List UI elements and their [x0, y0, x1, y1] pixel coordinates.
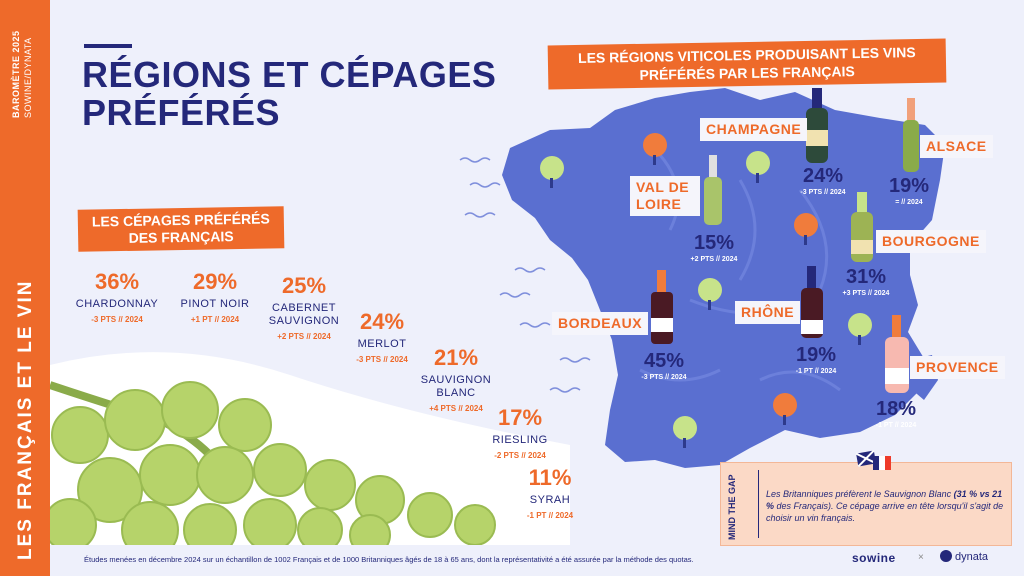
region-stat-bordeaux: 45% -3 PTS // 2024 [628, 350, 700, 381]
variety-pct: 21% [433, 345, 479, 370]
region-label-provence: PROVENCE [910, 356, 1005, 379]
loire-bottle-icon [704, 155, 722, 225]
mind-the-gap-text: Les Britanniques préfèrent le Sauvignon … [766, 488, 1006, 524]
champagne-bottle-icon [806, 88, 828, 163]
variety-name: MERLOT [357, 338, 407, 350]
france-shape [502, 88, 945, 468]
barometer-label: BAROMÈTRE 2025 [11, 30, 21, 118]
variety-change: +1 PT // 2024 [190, 315, 240, 324]
region-stat-alsace: 19% = // 2024 [874, 175, 944, 206]
bourgogne-bottle-icon [851, 192, 873, 262]
region-change: -3 PTS // 2024 [800, 189, 846, 196]
region-pct: 18% [875, 398, 917, 420]
region-pct: 15% [693, 232, 735, 254]
variety-name: CABERNET SAUVIGNON [268, 302, 340, 327]
region-pct: 19% [888, 175, 930, 197]
variety-cabernet-sauvignon: 25% CABERNET SAUVIGNON +2 PTS // 2024 [266, 273, 342, 342]
sidebar-band [0, 0, 50, 576]
tree-icons [540, 133, 872, 448]
alsace-bottle-icon [903, 98, 919, 172]
region-label-loire: VAL DE LOIRE [630, 176, 700, 216]
sowine-logo: sowine [852, 551, 896, 565]
region-pct: 45% [643, 350, 685, 372]
variety-change: +2 PTS // 2024 [277, 332, 331, 341]
regions-heading: LES RÉGIONS VITICOLES PRODUISANT LES VIN… [547, 38, 947, 90]
dynata-logo-text: dynata [955, 551, 989, 563]
bordeaux-bottle-icon [651, 270, 673, 344]
variety-pct: 17% [497, 405, 543, 430]
variety-name: CHARDONNAY [75, 298, 159, 310]
gap-text-part2: des Français). Ce cépage arrive en tête … [766, 501, 1004, 523]
variety-sauvignon-blanc: 21% SAUVIGNON BLANC +4 PTS // 2024 [412, 345, 500, 414]
variety-change: +4 PTS // 2024 [429, 404, 483, 413]
grapes-illustration [50, 352, 570, 545]
dynata-logo: dynata [940, 550, 988, 563]
variety-change: -3 PTS // 2024 [356, 355, 408, 364]
gap-text-bold: (31 % vs 21 % [766, 489, 1003, 511]
page-title: RÉGIONS ET CÉPAGES PRÉFÉRÉS [82, 54, 497, 133]
variety-change: -2 PTS // 2024 [494, 451, 546, 460]
variety-name: PINOT NOIR [180, 298, 250, 310]
mind-the-gap-label: MIND THE GAP [727, 474, 737, 540]
theme-title: LES FRANÇAIS ET LE VIN [15, 279, 36, 560]
variety-merlot: 24% MERLOT -3 PTS // 2024 [342, 309, 422, 365]
flags-icon [855, 449, 891, 470]
cepages-heading: LES CÉPAGES PRÉFÉRÉS DES FRANÇAIS [77, 206, 285, 252]
region-stat-bourgogne: 31% +3 PTS // 2024 [830, 266, 902, 297]
region-pct: 24% [802, 165, 844, 187]
region-change: -3 PTS // 2024 [641, 374, 687, 381]
variety-change: -3 PTS // 2024 [91, 315, 143, 324]
variety-pct: 24% [359, 309, 405, 334]
gap-divider [758, 470, 759, 538]
variety-chardonnay: 36% CHARDONNAY -3 PTS // 2024 [72, 269, 162, 325]
region-label-bourgogne: BOURGOGNE [876, 230, 986, 253]
region-change: +3 PTS // 2024 [842, 290, 890, 297]
region-pct: 19% [795, 344, 837, 366]
variety-pinot-noir: 29% PINOT NOIR +1 PT // 2024 [172, 269, 258, 325]
variety-riesling: 17% RIESLING -2 PTS // 2024 [480, 405, 560, 461]
gap-text-part1: Les Britanniques préfèrent le Sauvignon … [766, 489, 952, 499]
dynata-logo-icon [940, 550, 952, 562]
variety-name: RIESLING [492, 434, 548, 446]
region-change: -1 PT // 2024 [875, 422, 917, 429]
sidebar-header: BAROMÈTRE 2025 SOWINE/DYNATA [5, 8, 45, 118]
wine-bottle-icons [651, 88, 919, 393]
variety-pct: 25% [281, 273, 327, 298]
variety-pct: 36% [94, 269, 140, 294]
variety-name: SYRAH [529, 494, 571, 506]
region-stat-provence: 18% -1 PT // 2024 [860, 398, 932, 429]
variety-name: SAUVIGNON BLANC [420, 374, 492, 399]
mind-the-gap-box [720, 462, 1012, 546]
variety-syrah: 11% SYRAH -1 PT // 2024 [520, 465, 580, 521]
variety-pct: 11% [528, 465, 572, 490]
variety-change: -1 PT // 2024 [526, 511, 574, 520]
footnote: Études menées en décembre 2024 sur un éc… [84, 555, 694, 564]
region-stat-rhone: 19% -1 PT // 2024 [780, 344, 852, 375]
region-stat-loire: 15% +2 PTS // 2024 [678, 232, 750, 263]
region-label-champagne: CHAMPAGNE [700, 118, 808, 141]
region-change: = // 2024 [895, 199, 923, 206]
provence-bottle-icon [885, 315, 909, 393]
rhone-bottle-icon [801, 266, 823, 338]
logo-separator: × [918, 552, 924, 563]
partners-label: SOWINE/DYNATA [23, 37, 33, 118]
region-label-bordeaux: BORDEAUX [552, 312, 649, 335]
region-stat-champagne: 24% -3 PTS // 2024 [788, 165, 858, 196]
sea-waves [459, 157, 591, 393]
region-change: -1 PT // 2024 [795, 368, 837, 375]
title-accent-bar [84, 44, 132, 48]
region-label-alsace: ALSACE [920, 135, 993, 158]
region-change: +2 PTS // 2024 [690, 256, 738, 263]
grape-berries [50, 381, 496, 545]
region-label-rhone: RHÔNE [735, 301, 801, 324]
region-pct: 31% [845, 266, 887, 288]
variety-pct: 29% [192, 269, 238, 294]
